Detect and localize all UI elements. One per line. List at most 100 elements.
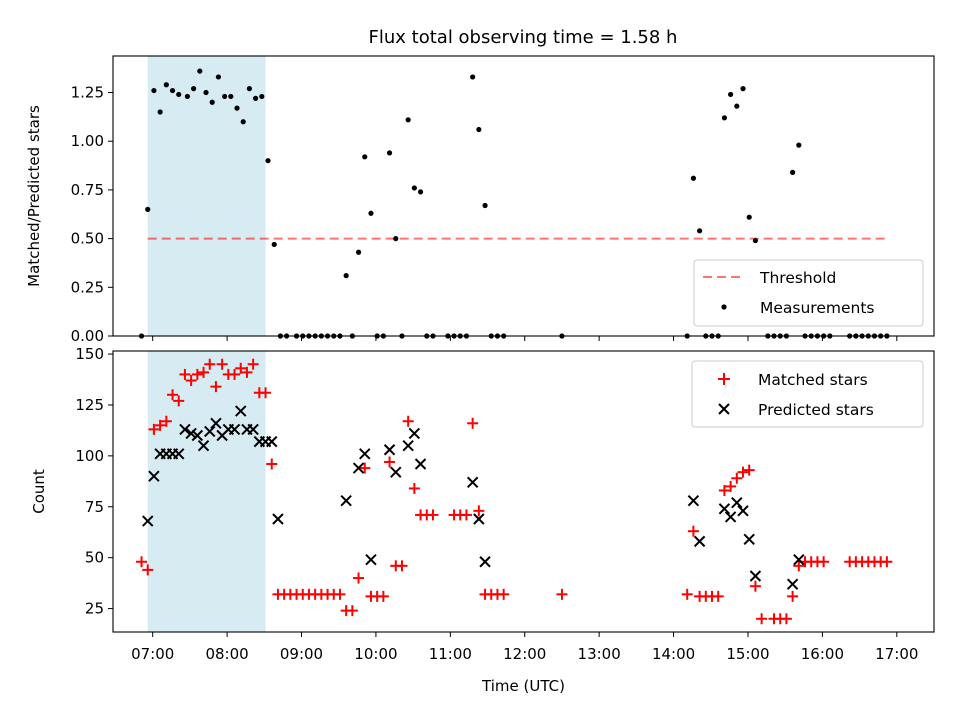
matched-star-point	[427, 509, 439, 521]
measurement-point	[721, 115, 728, 121]
measurement-point	[482, 202, 488, 209]
y-axis-ticks-top: 0.00 0.25 0.50 0.75 1.00 1.25	[71, 84, 113, 345]
predicted-star-point	[173, 448, 185, 460]
matched-star-point	[173, 395, 185, 407]
shaded-interval	[147, 351, 266, 632]
predicted-star-point	[390, 466, 402, 478]
measurement-point	[734, 103, 740, 109]
measurement-point	[222, 93, 228, 100]
predicted-star-point	[197, 439, 210, 452]
y-tick-label: 0.50	[71, 230, 104, 248]
legend-frame	[691, 360, 924, 428]
measurement-point	[163, 82, 169, 88]
plot-frame-top	[112, 55, 935, 337]
matched-star-point	[460, 509, 472, 521]
y-tick-label: 50	[85, 549, 104, 567]
predicted-star-point	[266, 435, 278, 448]
matched-star-point	[396, 560, 408, 572]
y-tick-label: 1.25	[71, 84, 104, 102]
matched-star-point	[260, 387, 272, 399]
predicted-star-point	[235, 405, 247, 417]
y-tick-label: 0.25	[71, 278, 104, 296]
measurement-point	[234, 105, 240, 111]
measurement-point	[386, 150, 393, 156]
x-tick-label: 12:00	[503, 645, 546, 663]
matched-star-point	[334, 588, 346, 600]
legend-frame	[693, 259, 924, 327]
predicted-star-point	[179, 423, 191, 436]
y-tick-label: 25	[85, 600, 104, 618]
shaded-interval	[147, 56, 266, 336]
predicted-star-point	[786, 578, 799, 590]
measurement-point	[259, 93, 265, 100]
measurement-point	[191, 86, 197, 92]
x-axis-ticks-top	[152, 336, 898, 341]
matched-star-point	[210, 381, 222, 393]
predicted-star-point	[191, 429, 204, 442]
matched-star-point	[198, 366, 210, 378]
matched-stars-points	[136, 358, 893, 625]
measurement-point	[362, 154, 368, 160]
predicted-star-point	[473, 513, 485, 525]
plot-frame-bottom	[112, 350, 935, 633]
y-axis-label-bottom: Count	[30, 469, 48, 514]
predicted-star-point	[718, 503, 731, 515]
predicted-star-point	[414, 458, 427, 470]
predicted-star-point	[749, 570, 762, 582]
matched-star-point	[780, 613, 792, 625]
measurement-point	[265, 158, 271, 164]
predicted-star-point	[365, 554, 377, 566]
matched-star-point	[179, 368, 191, 380]
x-tick-label: 11:00	[429, 645, 472, 663]
predicted-star-point	[687, 494, 700, 507]
matched-star-point	[359, 462, 371, 474]
legend-bottom: Matched stars Predicted stars	[691, 360, 924, 428]
measurement-point	[355, 249, 362, 255]
measurement-point	[343, 273, 349, 279]
x-tick-label: 17:00	[875, 645, 918, 663]
matched-star-point	[787, 590, 799, 602]
matched-star-point	[402, 415, 414, 427]
predicted-stars-points	[142, 405, 805, 590]
y-tick-label: 75	[85, 498, 104, 516]
matched-star-point	[881, 556, 893, 568]
ratio-panel: 0.00 0.25 0.50 0.75 1.00 1.25 Matched/Predict…	[25, 55, 935, 345]
measurement-point	[184, 93, 191, 100]
measurement-point	[145, 206, 151, 212]
matched-star-point	[756, 613, 768, 625]
measurement-point	[740, 86, 746, 92]
legend-label: Matched stars	[758, 371, 868, 389]
measurement-point	[728, 91, 734, 98]
matched-star-point	[241, 366, 253, 378]
predicted-star-point	[466, 476, 479, 489]
predicted-star-point	[383, 444, 396, 456]
y-axis-ticks-bottom: 25 50 75 100 125 150	[75, 345, 113, 618]
y-tick-label: 125	[75, 396, 104, 414]
measurement-point	[697, 228, 703, 234]
legend-top: Threshold Measurements	[693, 259, 924, 327]
measurement-point	[411, 185, 417, 191]
measurement-point	[746, 214, 752, 220]
matched-star-point	[229, 368, 241, 380]
matched-star-point	[818, 556, 830, 568]
measurement-point	[368, 210, 374, 216]
predicted-star-point	[793, 554, 805, 566]
predicted-star-point	[142, 515, 154, 527]
predicted-star-point	[272, 513, 284, 525]
matched-star-point	[377, 590, 389, 602]
measurement-point	[203, 89, 209, 96]
x-axis-label: Time (UTC)	[481, 677, 565, 695]
matched-star-point	[384, 456, 396, 468]
x-tick-label: 07:00	[131, 645, 174, 663]
predicted-star-point	[724, 511, 737, 523]
measurement-point	[393, 236, 399, 242]
matched-star-point	[408, 482, 420, 494]
matched-star-point	[467, 417, 479, 429]
matched-star-point	[556, 588, 568, 600]
matched-star-point	[731, 472, 743, 484]
measurement-point	[197, 68, 203, 74]
measurement-point	[790, 169, 796, 175]
matched-star-point	[154, 419, 166, 431]
y-tick-label: 0.00	[71, 327, 104, 345]
